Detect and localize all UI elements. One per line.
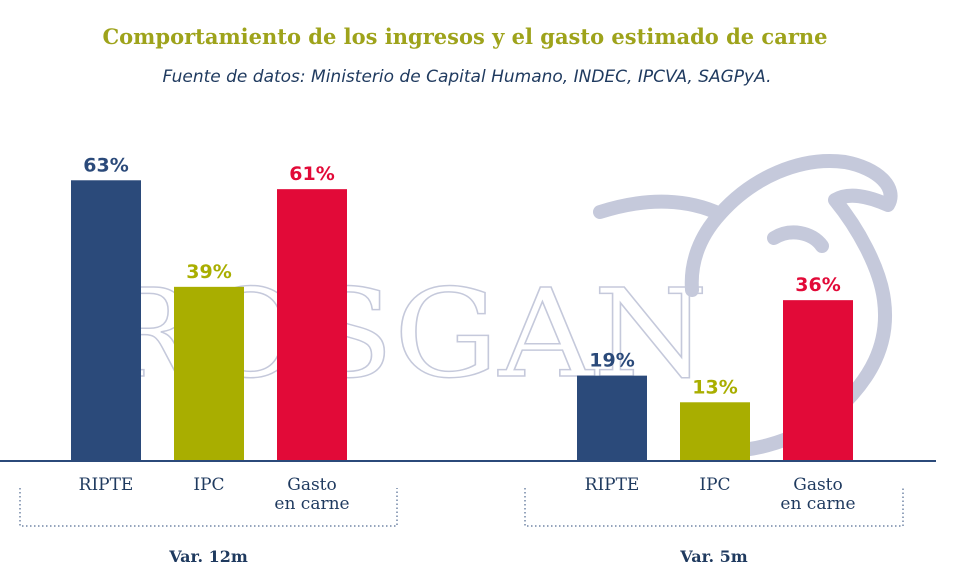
bar-ipc-12m [174,286,244,460]
bar-gasto-12m [277,189,347,460]
category-label: RIPTE [79,475,134,495]
bar-ripte-5m [577,375,647,460]
value-label: 19% [589,350,634,372]
labels-layer: 63% RIPTE 39% IPC 61% Gasto en carne Var. 12m 19… [19,154,904,566]
category-label: IPC [699,475,730,495]
value-label: 13% [692,376,737,398]
category-label: Gasto en carne [780,475,855,514]
bar-ripte-12m [71,180,141,460]
value-label: 63% [83,154,128,176]
category-label: Gasto en carne [274,475,349,514]
group-label: Var. 5m [679,547,748,566]
bar-gasto-5m [783,300,853,460]
group-label: Var. 12m [168,547,248,566]
value-label: 36% [795,274,840,296]
bar-ipc-5m [680,402,750,460]
bars-layer [71,180,853,460]
chart-title: Comportamiento de los ingresos y el gast… [102,24,827,49]
category-label: IPC [193,475,224,495]
value-label: 61% [289,163,334,185]
category-label: RIPTE [585,475,640,495]
chart-subtitle: Fuente de datos: Ministerio de Capital H… [163,67,772,87]
value-label: 39% [186,261,231,283]
